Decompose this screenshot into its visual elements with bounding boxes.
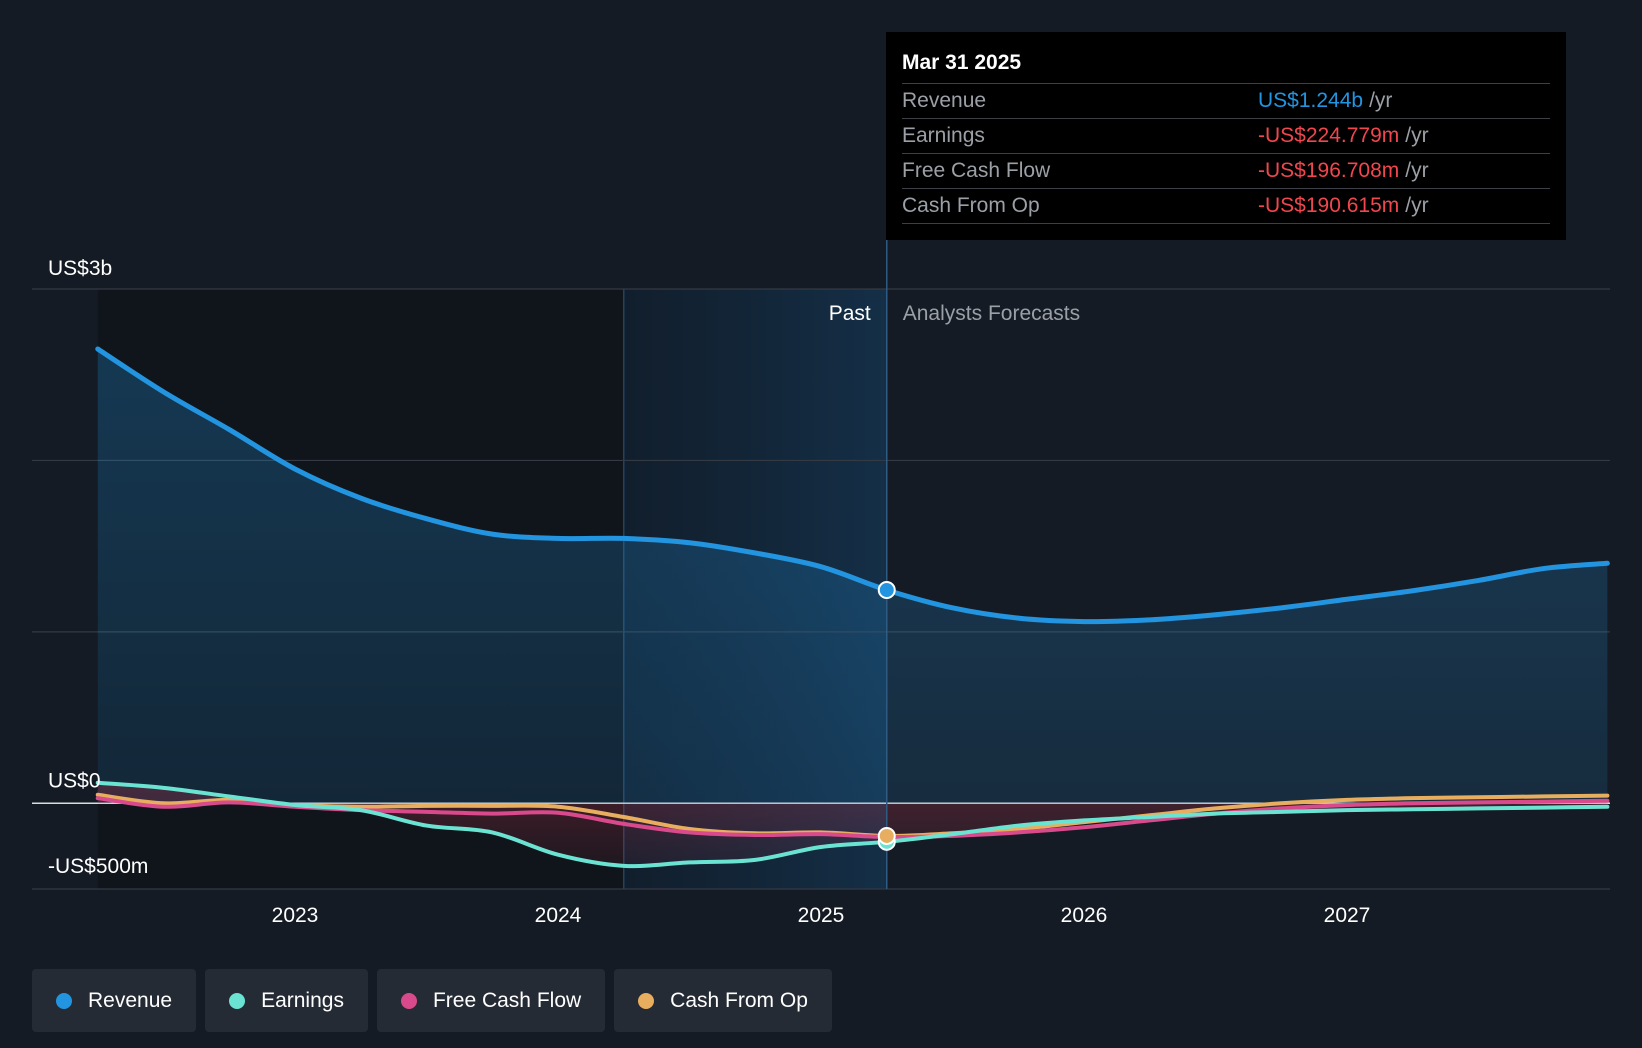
tooltip-label: Cash From Op — [902, 194, 1040, 217]
x-tick-label: 2025 — [798, 904, 845, 927]
point-marker-cash-from-op — [877, 826, 896, 845]
series-line-revenue — [95, 346, 1610, 625]
tooltip-unit: /yr — [1405, 194, 1429, 217]
forecast-label: Analysts Forecasts — [903, 302, 1080, 325]
legend-item-cash-from-op[interactable]: Cash From Op — [614, 969, 832, 1032]
data-tooltip: Mar 31 2025 Revenue US$1.244b /yr Earnin… — [886, 32, 1566, 240]
legend-item-earnings[interactable]: Earnings — [205, 969, 368, 1032]
tooltip-value: US$1.244b — [1258, 89, 1364, 112]
tooltip-row-revenue: Revenue US$1.244b /yr — [902, 83, 1550, 118]
y-axis-label-bottom: -US$500m — [48, 855, 148, 878]
tooltip-unit: /yr — [1369, 89, 1393, 112]
tooltip-label: Earnings — [902, 124, 985, 147]
y-axis-label-top: US$3b — [48, 257, 112, 280]
revenue-area — [97, 349, 1608, 804]
tooltip-unit: /yr — [1405, 159, 1429, 182]
series-line-earnings — [95, 780, 1610, 869]
tooltip-row-earnings: Earnings -US$224.779m /yr — [902, 118, 1550, 153]
legend-label: Revenue — [88, 988, 173, 1012]
tooltip-row-free-cash-flow: Free Cash Flow -US$196.708m /yr — [902, 153, 1550, 188]
tooltip-label: Revenue — [902, 89, 987, 112]
tooltip-value: -US$196.708m — [1258, 159, 1400, 182]
x-tick-label: 2024 — [535, 904, 582, 927]
legend-item-free-cash-flow[interactable]: Free Cash Flow — [376, 969, 606, 1032]
legend-label: Cash From Op — [670, 988, 808, 1012]
x-tick-label: 2023 — [272, 904, 319, 927]
legend-label: Earnings — [261, 988, 344, 1012]
past-label: Past — [829, 302, 871, 325]
free-cash-flow-dot-icon — [400, 992, 417, 1009]
legend-label: Free Cash Flow — [432, 988, 582, 1012]
y-axis-label-zero: US$0 — [48, 769, 101, 792]
earnings-dot-icon — [229, 992, 246, 1009]
x-tick-label: 2026 — [1061, 904, 1108, 927]
legend-item-revenue[interactable]: Revenue — [32, 969, 197, 1032]
point-marker-revenue — [877, 581, 896, 600]
tooltip-row-cash-from-op: Cash From Op -US$190.615m /yr — [902, 188, 1550, 224]
earnings-negative-area — [97, 782, 1608, 867]
tooltip-value: -US$190.615m — [1258, 194, 1400, 217]
tooltip-label: Free Cash Flow — [902, 159, 1051, 182]
tooltip-date: Mar 31 2025 — [902, 51, 1022, 74]
revenue-dot-icon — [56, 992, 72, 1009]
x-tick-label: 2027 — [1324, 904, 1371, 927]
tooltip-value: -US$224.779m — [1258, 124, 1400, 147]
cash-from-op-dot-icon — [638, 992, 655, 1009]
tooltip-unit: /yr — [1405, 124, 1429, 147]
chart-legend: Revenue Earnings Free Cash Flow Cash Fro… — [32, 969, 832, 1032]
